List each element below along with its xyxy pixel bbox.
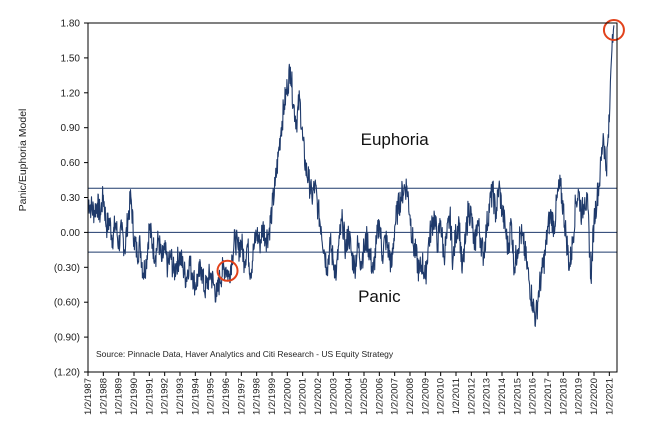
x-tick-label: 1/2/2015 [512,378,523,415]
y-tick-label: (0.60) [54,298,80,309]
x-tick-label: 1/2/2020 [589,378,600,415]
series-line-panic-euphoria [87,25,615,327]
x-tick-label: 1/2/1993 [175,378,186,415]
y-axis-label: Panic/Euphoria Model [17,109,29,212]
y-tick-label: 0.90 [61,123,81,134]
x-tick-label: 1/2/1996 [221,378,232,415]
panic-label: Panic [358,287,401,306]
x-tick-label: 1/2/2009 [420,378,431,415]
x-tick-label: 1/2/2019 [574,378,585,415]
circle-1996 [216,259,239,282]
x-tick-label: 1/2/2003 [328,378,339,415]
y-ticks: 1.80 1.50 1.20 0.90 0.60 0.30 0.00 (0.30) (0.60)… [54,19,88,379]
circle-2021 [602,18,625,41]
x-tick-label: 1/2/2008 [405,378,416,415]
x-ticks: 1/2/1987 1/2/1988 1/2/1989 1/2/1990 1/2/1991… [83,372,615,415]
highlight-circles [216,18,625,282]
x-tick-label: 1/2/1988 [98,378,109,415]
x-tick-label: 1/2/2014 [497,378,508,415]
y-tick-label: 0.30 [61,193,81,204]
x-tick-label: 1/2/2011 [451,378,462,414]
euphoria-label: Euphoria [361,130,430,149]
y-tick-label: 0.00 [61,228,81,239]
x-tick-label: 1/2/1999 [267,378,278,415]
x-tick-label: 1/2/2002 [313,378,324,415]
y-axis-label-group: Panic/Euphoria Model [17,109,29,212]
y-tick-label: 1.20 [61,88,81,99]
y-tick-label: (0.90) [54,333,80,344]
plot-frame [87,22,618,373]
x-tick-label: 1/2/2013 [482,378,493,415]
x-tick-label: 1/2/2004 [344,378,355,415]
x-tick-label: 1/2/2000 [282,378,293,415]
x-tick-label: 1/2/2012 [466,378,477,415]
x-tick-label: 1/2/1992 [160,378,171,415]
y-tick-label: 0.60 [61,158,81,169]
x-tick-label: 1/2/2007 [390,378,401,415]
x-tick-label: 1/2/2018 [558,378,569,415]
x-tick-label: 1/2/1995 [206,378,217,415]
y-tick-label: (0.30) [54,263,80,274]
x-tick-label: 1/2/1991 [144,378,155,415]
x-tick-label: 1/2/1990 [129,378,140,415]
y-tick-label: (1.20) [54,368,80,379]
y-tick-label: 1.50 [61,53,81,64]
source-note: Source: Pinnacle Data, Haver Analytics a… [96,349,394,359]
x-tick-label: 1/2/1998 [252,378,263,415]
x-tick-label: 1/2/2021 [604,378,615,415]
x-tick-label: 1/2/1997 [236,378,247,415]
x-tick-label: 1/2/2010 [436,378,447,415]
x-tick-label: 1/2/2006 [374,378,385,415]
y-tick-label: 1.80 [61,19,81,30]
x-tick-label: 1/2/2005 [359,378,370,415]
x-tick-label: 1/2/1987 [83,378,94,415]
x-tick-label: 1/2/1994 [190,378,201,415]
x-tick-label: 1/2/2017 [543,378,554,415]
x-tick-label: 1/2/2001 [298,378,309,415]
x-tick-label: 1/2/1989 [114,378,125,415]
x-tick-label: 1/2/2016 [528,378,539,415]
annotations: Euphoria Panic [358,130,429,306]
